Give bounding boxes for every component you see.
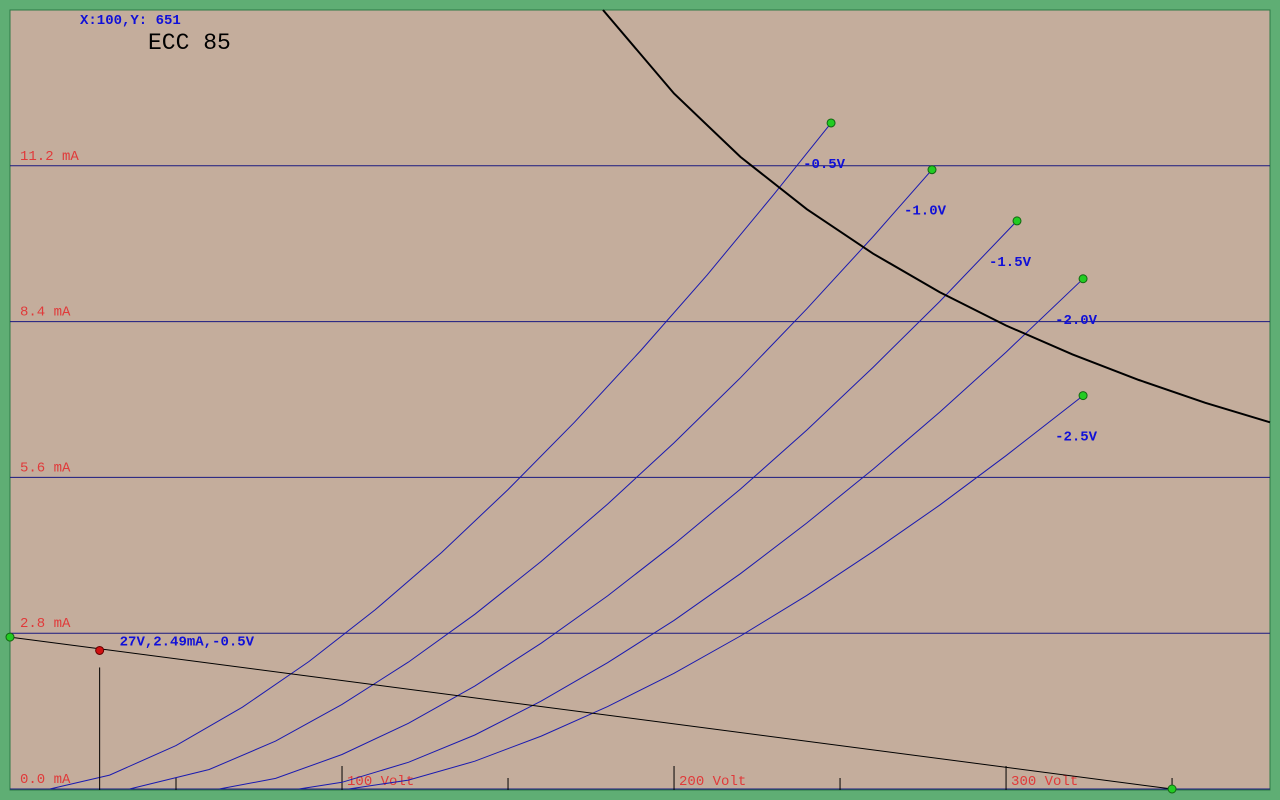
x-tick-label: 200 Volt xyxy=(679,774,746,790)
curve-label: -0.5V xyxy=(803,157,846,173)
power-curve xyxy=(602,9,1271,424)
end-point xyxy=(1078,274,1088,284)
curve xyxy=(298,278,1084,790)
y-tick-label: 11.2 mA xyxy=(20,149,79,165)
cursor-readout: X:100,Y: 651 xyxy=(80,13,181,29)
curve xyxy=(219,220,1018,790)
y-tick-label: 8.4 mA xyxy=(20,305,71,321)
y-tick-label: 0.0 mA xyxy=(20,772,71,788)
curve xyxy=(129,169,933,790)
curve-label: -1.0V xyxy=(904,204,947,220)
load-line xyxy=(9,636,1173,790)
curve-label: -1.5V xyxy=(989,255,1032,271)
y-tick-label: 5.6 mA xyxy=(20,460,71,476)
end-point xyxy=(1167,784,1177,794)
chart-title: ECC 85 xyxy=(148,30,231,56)
curve xyxy=(348,395,1084,790)
curve-label: -2.5V xyxy=(1055,430,1098,446)
y-tick-label: 2.8 mA xyxy=(20,616,71,632)
x-tick-label: 300 Volt xyxy=(1011,774,1078,790)
end-point xyxy=(927,165,937,175)
end-point xyxy=(1078,391,1088,401)
end-point xyxy=(5,632,15,642)
curve-label: -2.0V xyxy=(1055,313,1098,329)
operating-point xyxy=(95,645,105,655)
plot-area xyxy=(9,9,1271,791)
operating-point-label: 27V,2.49mA,-0.5V xyxy=(120,634,255,650)
curve xyxy=(49,122,832,790)
x-tick-label: 100 Volt xyxy=(347,774,414,790)
end-point xyxy=(826,118,836,128)
end-point xyxy=(1012,216,1022,226)
